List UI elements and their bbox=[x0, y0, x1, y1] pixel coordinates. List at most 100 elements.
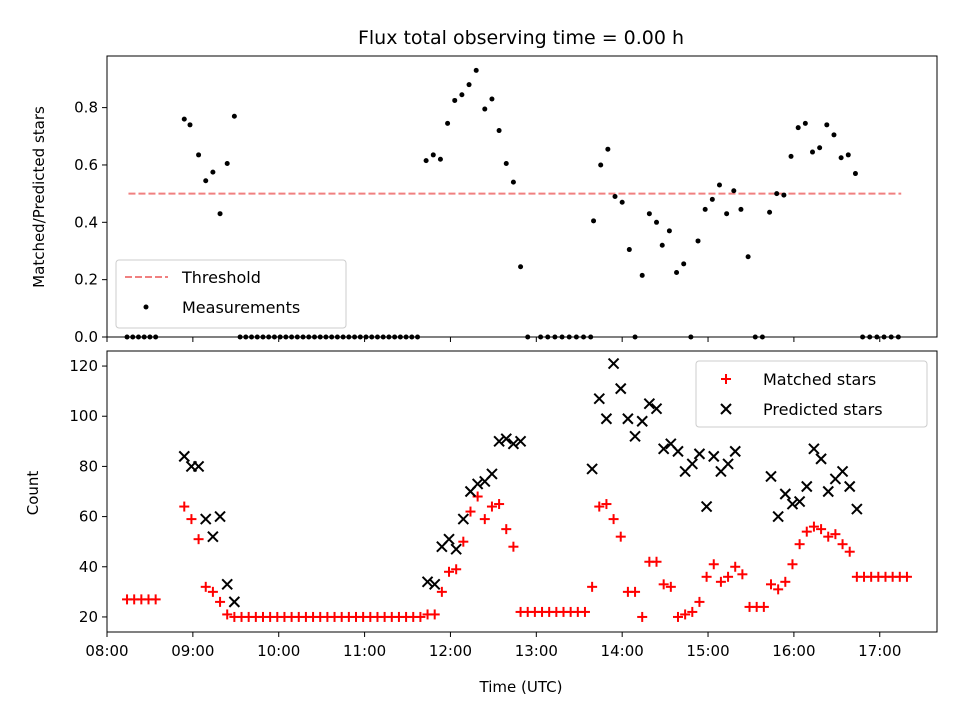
predicted-point bbox=[450, 543, 462, 555]
predicted-point bbox=[851, 503, 863, 515]
measurement-point bbox=[397, 334, 403, 340]
measurement-point bbox=[306, 334, 312, 340]
measurement-point bbox=[674, 269, 680, 275]
measurement-point bbox=[124, 334, 130, 340]
measurement-point bbox=[329, 334, 335, 340]
measurement-point bbox=[277, 334, 283, 340]
matched-point bbox=[651, 556, 662, 567]
matched-point bbox=[601, 499, 612, 510]
predicted-point bbox=[672, 445, 684, 458]
measurement-point bbox=[810, 149, 815, 155]
matched-point bbox=[715, 576, 726, 587]
predicted-point bbox=[836, 465, 849, 478]
predicted-point-b bbox=[221, 578, 233, 591]
matched-point bbox=[780, 576, 791, 587]
predicted-point-b bbox=[600, 413, 613, 425]
predicted-point-b bbox=[643, 397, 656, 410]
threshold-legend-label: Threshold bbox=[181, 268, 261, 287]
predicted-point-b bbox=[586, 463, 598, 475]
chart-title: Flux total observing time = 0.00 h bbox=[358, 27, 684, 49]
measurement-point bbox=[300, 334, 306, 340]
ratio-y-axis-label: Matched/Predicted stars bbox=[30, 106, 48, 288]
measurement-point bbox=[181, 116, 187, 122]
predicted-point-b bbox=[471, 478, 484, 490]
predicted-point bbox=[722, 458, 734, 470]
matched-point bbox=[794, 539, 805, 550]
measurement-point bbox=[566, 334, 572, 340]
matched-legend-swatch bbox=[721, 374, 731, 384]
matched-point bbox=[816, 524, 827, 535]
ratio-y-tick-label: 0.6 bbox=[74, 156, 98, 174]
matched-point bbox=[444, 566, 455, 577]
measurement-point bbox=[260, 334, 266, 340]
measurement-point bbox=[312, 334, 317, 340]
measurement-point bbox=[403, 334, 409, 340]
measurement-point bbox=[666, 228, 672, 234]
measurement-point bbox=[795, 125, 801, 131]
count-y-axis-label: Count bbox=[24, 471, 42, 516]
predicted-point-b bbox=[793, 495, 806, 508]
measurement-point bbox=[423, 158, 429, 164]
predicted-point-b bbox=[514, 435, 527, 448]
count-x-tick-label: 10:00 bbox=[257, 642, 300, 660]
predicted-point-b bbox=[779, 488, 792, 500]
predicted-point bbox=[643, 397, 656, 410]
measurement-point bbox=[380, 334, 386, 340]
matched-point bbox=[708, 559, 719, 570]
matched-point bbox=[672, 611, 683, 622]
measurement-point bbox=[716, 182, 722, 188]
predicted-point bbox=[622, 413, 634, 425]
matched-legend-label: Matched stars bbox=[763, 370, 876, 389]
measurement-point bbox=[646, 211, 652, 217]
matched-point bbox=[222, 609, 233, 620]
predicted-point-b bbox=[851, 503, 863, 515]
matched-point bbox=[630, 586, 641, 597]
measurement-point bbox=[266, 334, 272, 340]
predicted-legend-marker-b bbox=[720, 403, 732, 415]
predicted-point bbox=[593, 392, 605, 405]
predicted-point-b bbox=[700, 500, 713, 513]
count-x-tick-label: 16:00 bbox=[772, 642, 815, 660]
predicted-point bbox=[471, 478, 484, 490]
matched-point bbox=[415, 611, 426, 622]
predicted-legend-label: Predicted stars bbox=[763, 400, 883, 419]
measurement-point bbox=[573, 334, 579, 340]
matched-point bbox=[823, 531, 834, 542]
matched-point bbox=[179, 501, 190, 512]
measurement-point bbox=[860, 334, 866, 340]
measurement-point bbox=[767, 209, 773, 215]
count-legend-box bbox=[695, 360, 928, 428]
measurement-point bbox=[237, 334, 243, 340]
measurement-point bbox=[437, 156, 443, 162]
predicted-point bbox=[779, 488, 792, 500]
count-x-tick-label: 14:00 bbox=[601, 642, 644, 660]
measurement-point bbox=[619, 199, 625, 205]
matched-point bbox=[787, 559, 798, 570]
matched-point bbox=[193, 534, 204, 545]
measurement-point bbox=[525, 334, 531, 340]
measurement-point bbox=[147, 334, 153, 340]
measurement-point bbox=[605, 146, 611, 152]
predicted-point-b bbox=[450, 543, 462, 555]
predicted-point-b bbox=[822, 485, 834, 498]
measurement-point bbox=[203, 178, 209, 184]
matched-point bbox=[687, 606, 698, 617]
predicted-point-b bbox=[507, 438, 520, 450]
matched-point bbox=[186, 514, 197, 525]
count-x-tick-label: 15:00 bbox=[686, 642, 729, 660]
count-x-tick-label: 17:00 bbox=[858, 642, 901, 660]
predicted-point bbox=[214, 510, 226, 523]
predicted-point bbox=[808, 443, 820, 455]
predicted-point bbox=[421, 576, 434, 588]
measurement-point bbox=[852, 171, 858, 177]
ratio-ticks: 0.0 0.2 0.4 0.6 0.8 bbox=[74, 99, 881, 346]
measurement-point bbox=[759, 334, 765, 340]
predicted-point bbox=[801, 480, 813, 493]
measurement-point bbox=[466, 82, 472, 88]
measurement-point bbox=[895, 334, 901, 340]
ratio-y-tick-label: 0.2 bbox=[74, 271, 98, 289]
ratio-y-tick-label: 0.0 bbox=[74, 328, 98, 346]
predicted-point bbox=[650, 402, 663, 415]
predicted-point-b bbox=[665, 438, 677, 450]
